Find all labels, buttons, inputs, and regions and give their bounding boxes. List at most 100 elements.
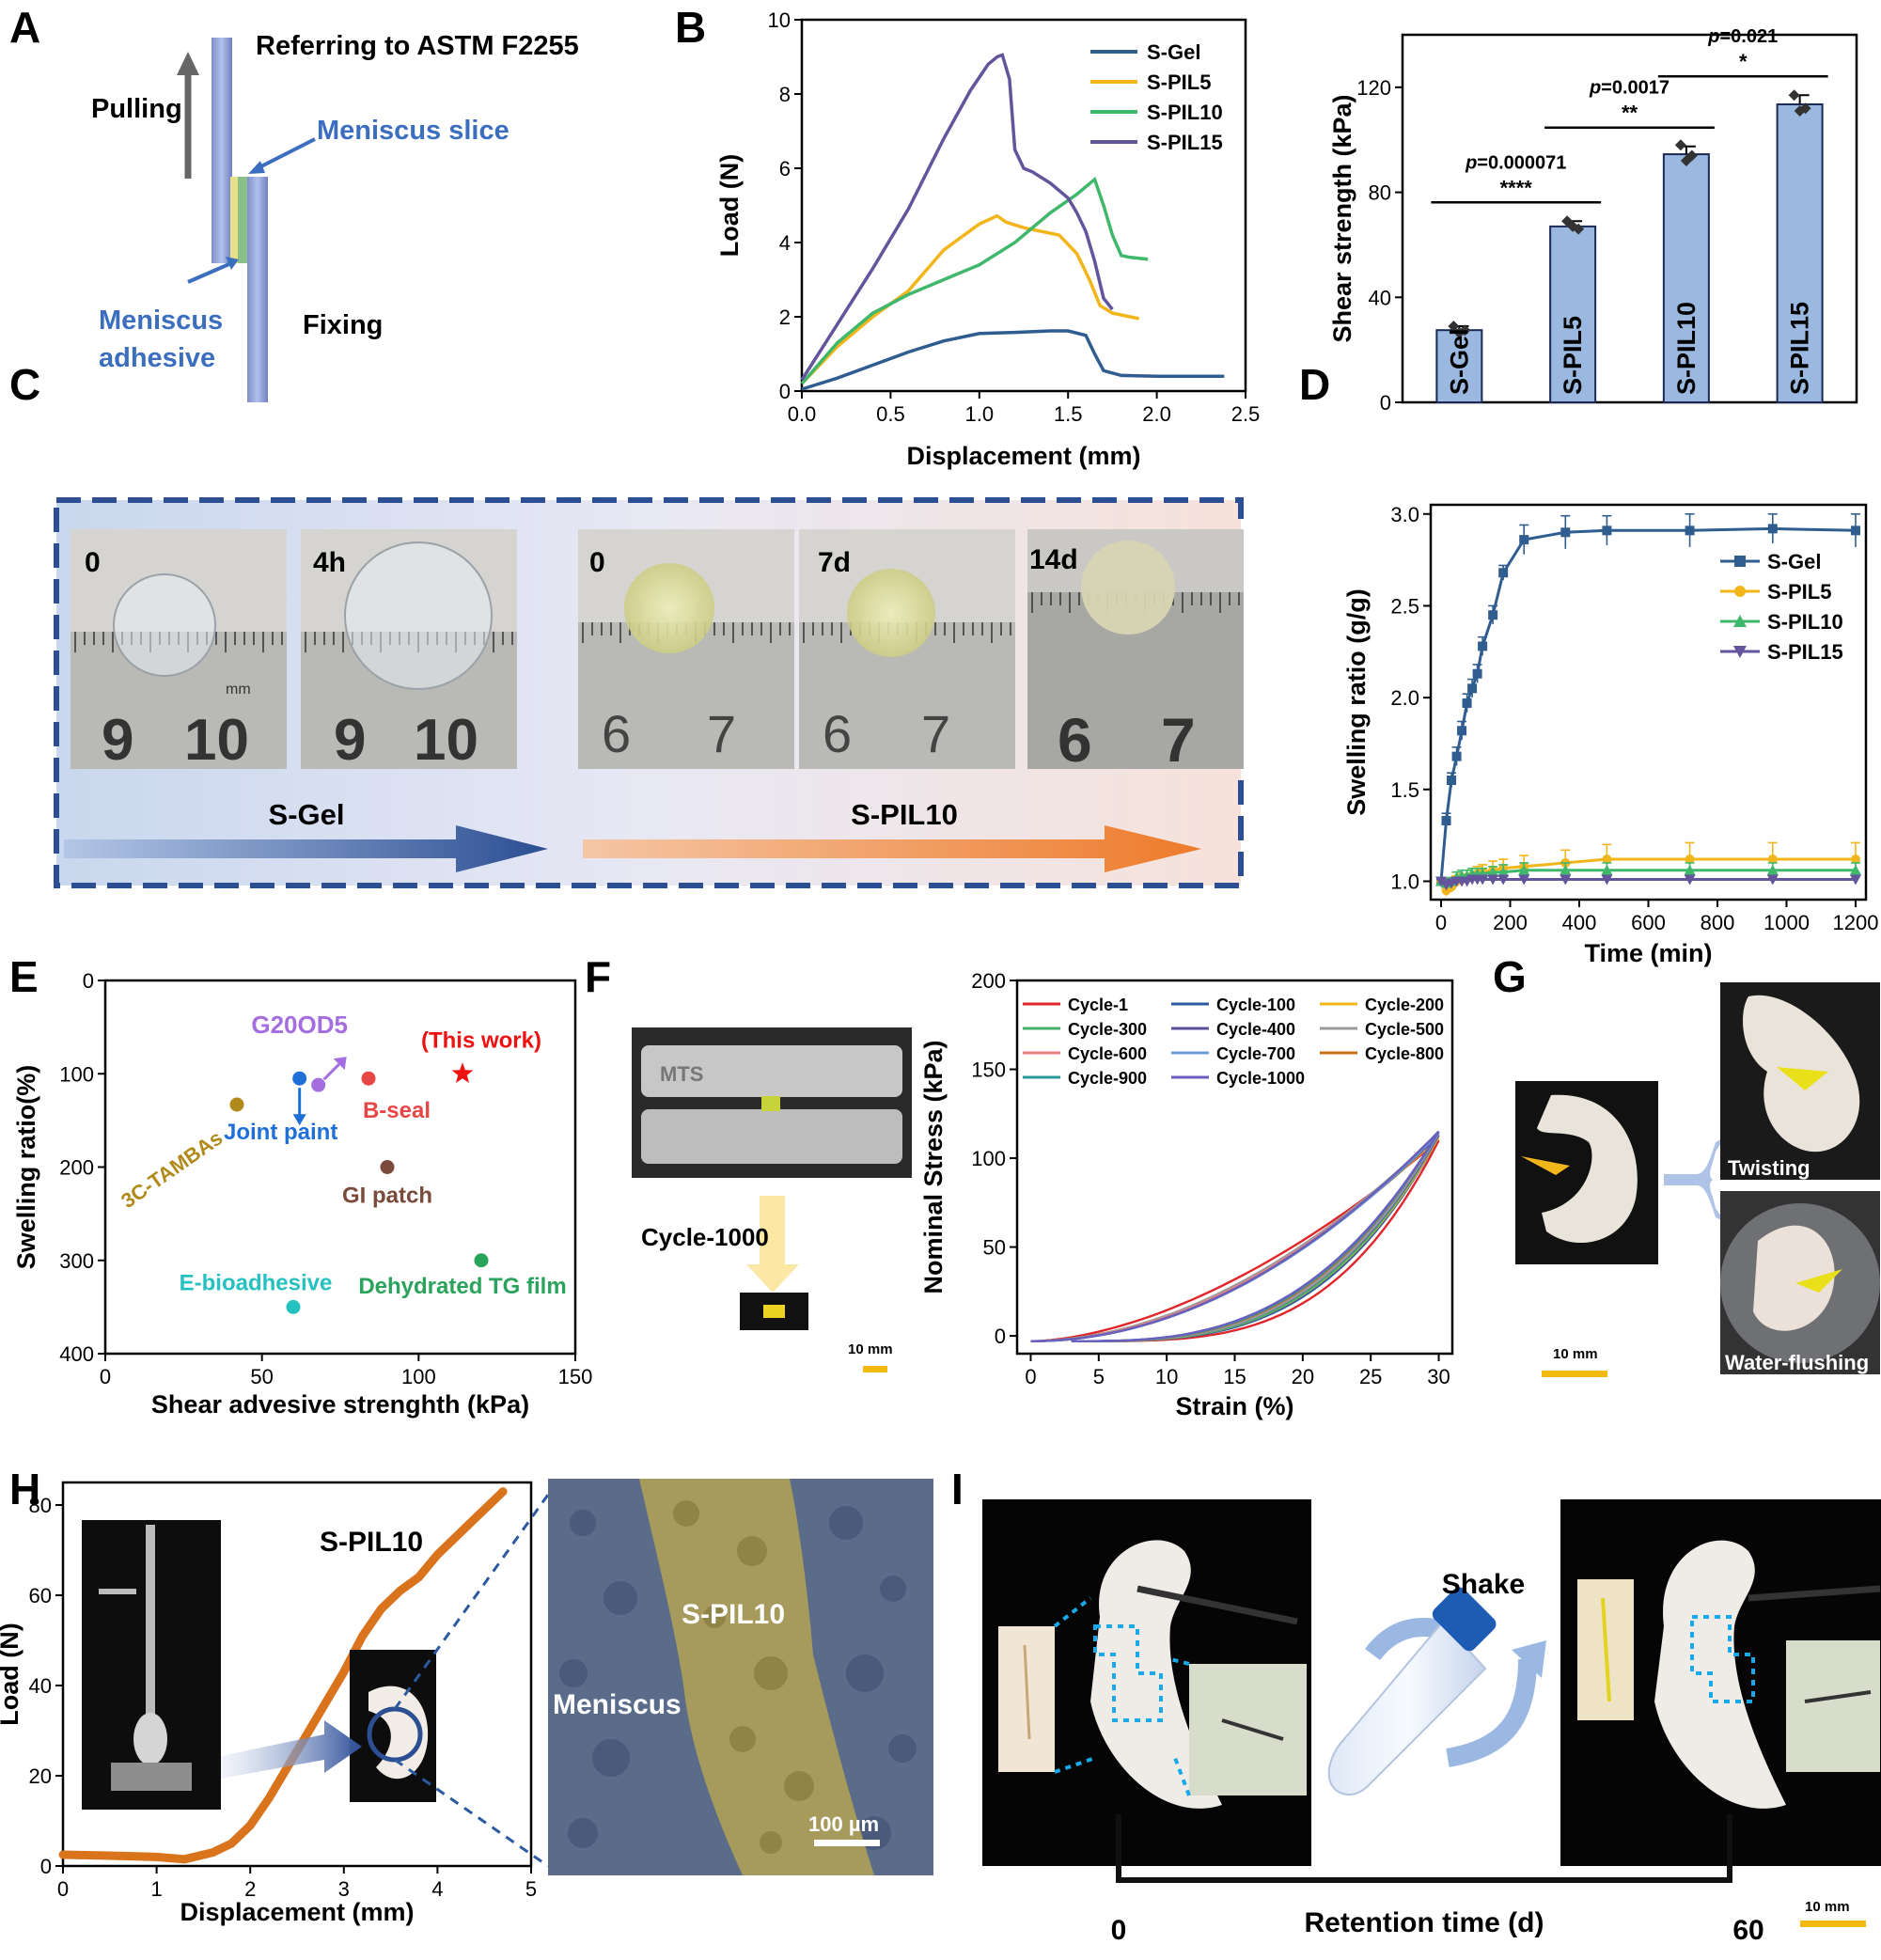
data-point: [228, 1096, 245, 1113]
panel-label-e: E: [9, 952, 39, 1001]
retention-end: 60: [1732, 1915, 1763, 1946]
sem-scale-bar: [814, 1840, 880, 1846]
ruler-number: 6: [602, 704, 631, 763]
ruler-number: 9: [102, 708, 133, 773]
legend-label: S-PIL5: [1767, 580, 1831, 604]
data-point: [1497, 866, 1510, 877]
tester-handle: [99, 1589, 136, 1594]
data-point: [1674, 139, 1686, 151]
meniscus-slice-label: Meniscus slice: [317, 116, 509, 146]
series-line: [801, 329, 1225, 391]
adhesive-texture: [673, 1500, 814, 1854]
x-tick-label: 1.5: [1054, 402, 1083, 426]
legend-label: Cycle-100: [1216, 996, 1295, 1014]
y-tick-label: 8: [779, 83, 791, 106]
x-tick-label: 200: [1493, 911, 1528, 934]
meniscus-adhesive-label-2: adhesive: [99, 343, 215, 373]
ruler-number: 9: [334, 708, 366, 773]
x-tick-label: 0: [1435, 911, 1447, 934]
data-point: [473, 1252, 490, 1269]
adhesive-point: [1795, 1269, 1842, 1293]
x-tick-label: 0: [100, 1365, 111, 1388]
photo-label: 0: [589, 547, 605, 578]
adhesive-pointer: [187, 261, 232, 284]
data-point: [1733, 646, 1747, 658]
slice-pointer: [255, 137, 316, 171]
x-tick-label: 3: [338, 1877, 350, 1901]
mts-text: MTS: [660, 1062, 703, 1086]
data-point: [1447, 776, 1457, 786]
sem-scale-label: 100 µm: [808, 1812, 879, 1836]
y-tick-label: 100: [971, 1147, 1006, 1170]
data-point: [1766, 864, 1779, 875]
chart-h-load: 0 1 2 3 4 5 0 20 40 60 80 Displacement (mm) Load (N)…: [0, 1481, 537, 1926]
x-tick-label: 2: [244, 1877, 256, 1901]
retention-axis-label: Retention time (d): [1305, 1907, 1544, 1938]
photo-label: 7d: [818, 547, 851, 578]
x-tick-label: 2.5: [1231, 402, 1261, 426]
legend-label: Cycle-300: [1068, 1020, 1147, 1039]
data-point: [1734, 586, 1746, 597]
y-tick-label: 0: [779, 380, 791, 403]
mts-lower-plate: [641, 1109, 902, 1164]
pulling-label: Pulling: [91, 94, 182, 124]
ruler-unit: mm: [226, 682, 251, 698]
y-tick-label: 100: [59, 1062, 94, 1086]
x-axis-label: Displacement (mm): [906, 442, 1140, 470]
y-tick-label: 50: [983, 1236, 1006, 1260]
spil10-disc: [1081, 541, 1175, 635]
data-point: [1478, 641, 1488, 651]
annotation-arrow: [322, 1063, 340, 1081]
data-point: [1560, 864, 1572, 875]
bar-label: S-PIL10: [1672, 302, 1701, 395]
photo-spil10-0: 0 6 7: [578, 529, 794, 769]
photo-spil10-14d: 14d 6 7: [1027, 529, 1244, 775]
ruler-number: 6: [823, 704, 852, 763]
panel-g-photos: Twisting Water-flushing 10 mm: [1515, 982, 1880, 1377]
y-tick-label: 6: [779, 157, 791, 180]
legend-label: S-PIL5: [1147, 71, 1211, 94]
ruler-number: 7: [707, 704, 736, 763]
legend-label: Cycle-500: [1365, 1020, 1444, 1039]
data-point: [1849, 864, 1861, 875]
ruler-number: 6: [1058, 705, 1092, 775]
annotation-arrow-head: [292, 1114, 306, 1126]
legend-label: Cycle-600: [1068, 1044, 1147, 1063]
data-point: [1560, 527, 1571, 538]
annotation-arrow-head: [333, 1057, 347, 1071]
photo-spil10-7d: 7d 6 7: [799, 529, 1015, 769]
shake-tube: [1327, 1587, 1546, 1795]
panel-label-a: A: [9, 3, 40, 52]
upper-plate: [212, 38, 232, 263]
spil10-arrow: [583, 825, 1201, 872]
flushed-meniscus: [1753, 1225, 1835, 1331]
lower-plate: [247, 177, 268, 402]
significance-stars: ****: [1500, 176, 1533, 199]
adhesive-point: [1777, 1067, 1828, 1090]
chart-f-cyclic: 0 5 10 15 20 25 30 0 50 100 150 200 Strain (%) Nomina…: [919, 969, 1454, 1420]
data-point: [310, 1076, 327, 1093]
sgel-swollen-disc: [344, 541, 493, 690]
adhesive-layer: [238, 177, 247, 263]
x-tick-label: 0.5: [876, 402, 905, 426]
data-point: [1684, 864, 1696, 875]
data-point: [360, 1070, 377, 1087]
data-point: [1467, 683, 1478, 694]
tester-tip: [133, 1713, 167, 1765]
astm-title: Referring to ASTM F2255: [256, 31, 579, 61]
flushing-label: Water-flushing: [1725, 1351, 1869, 1374]
tweezers: [1136, 1585, 1298, 1625]
y-tick-label: 2: [779, 306, 791, 329]
data-point: [1602, 525, 1612, 536]
dotted-region: [1690, 1615, 1755, 1703]
meniscus-day60: [1654, 1540, 1786, 1809]
sem-image: S-PIL10 Meniscus 100 µm: [548, 1479, 933, 1875]
series-line: [1030, 1139, 1440, 1342]
plot-frame: [61, 1481, 533, 1868]
y-axis-label: Load (N): [0, 1623, 24, 1725]
sem-meniscus-label: Meniscus: [553, 1689, 682, 1720]
legend-label: Cycle-200: [1365, 996, 1444, 1014]
panel-label-d: D: [1299, 360, 1330, 409]
tweezers: [1748, 1585, 1881, 1602]
x-tick-label: 1.0: [965, 402, 995, 426]
